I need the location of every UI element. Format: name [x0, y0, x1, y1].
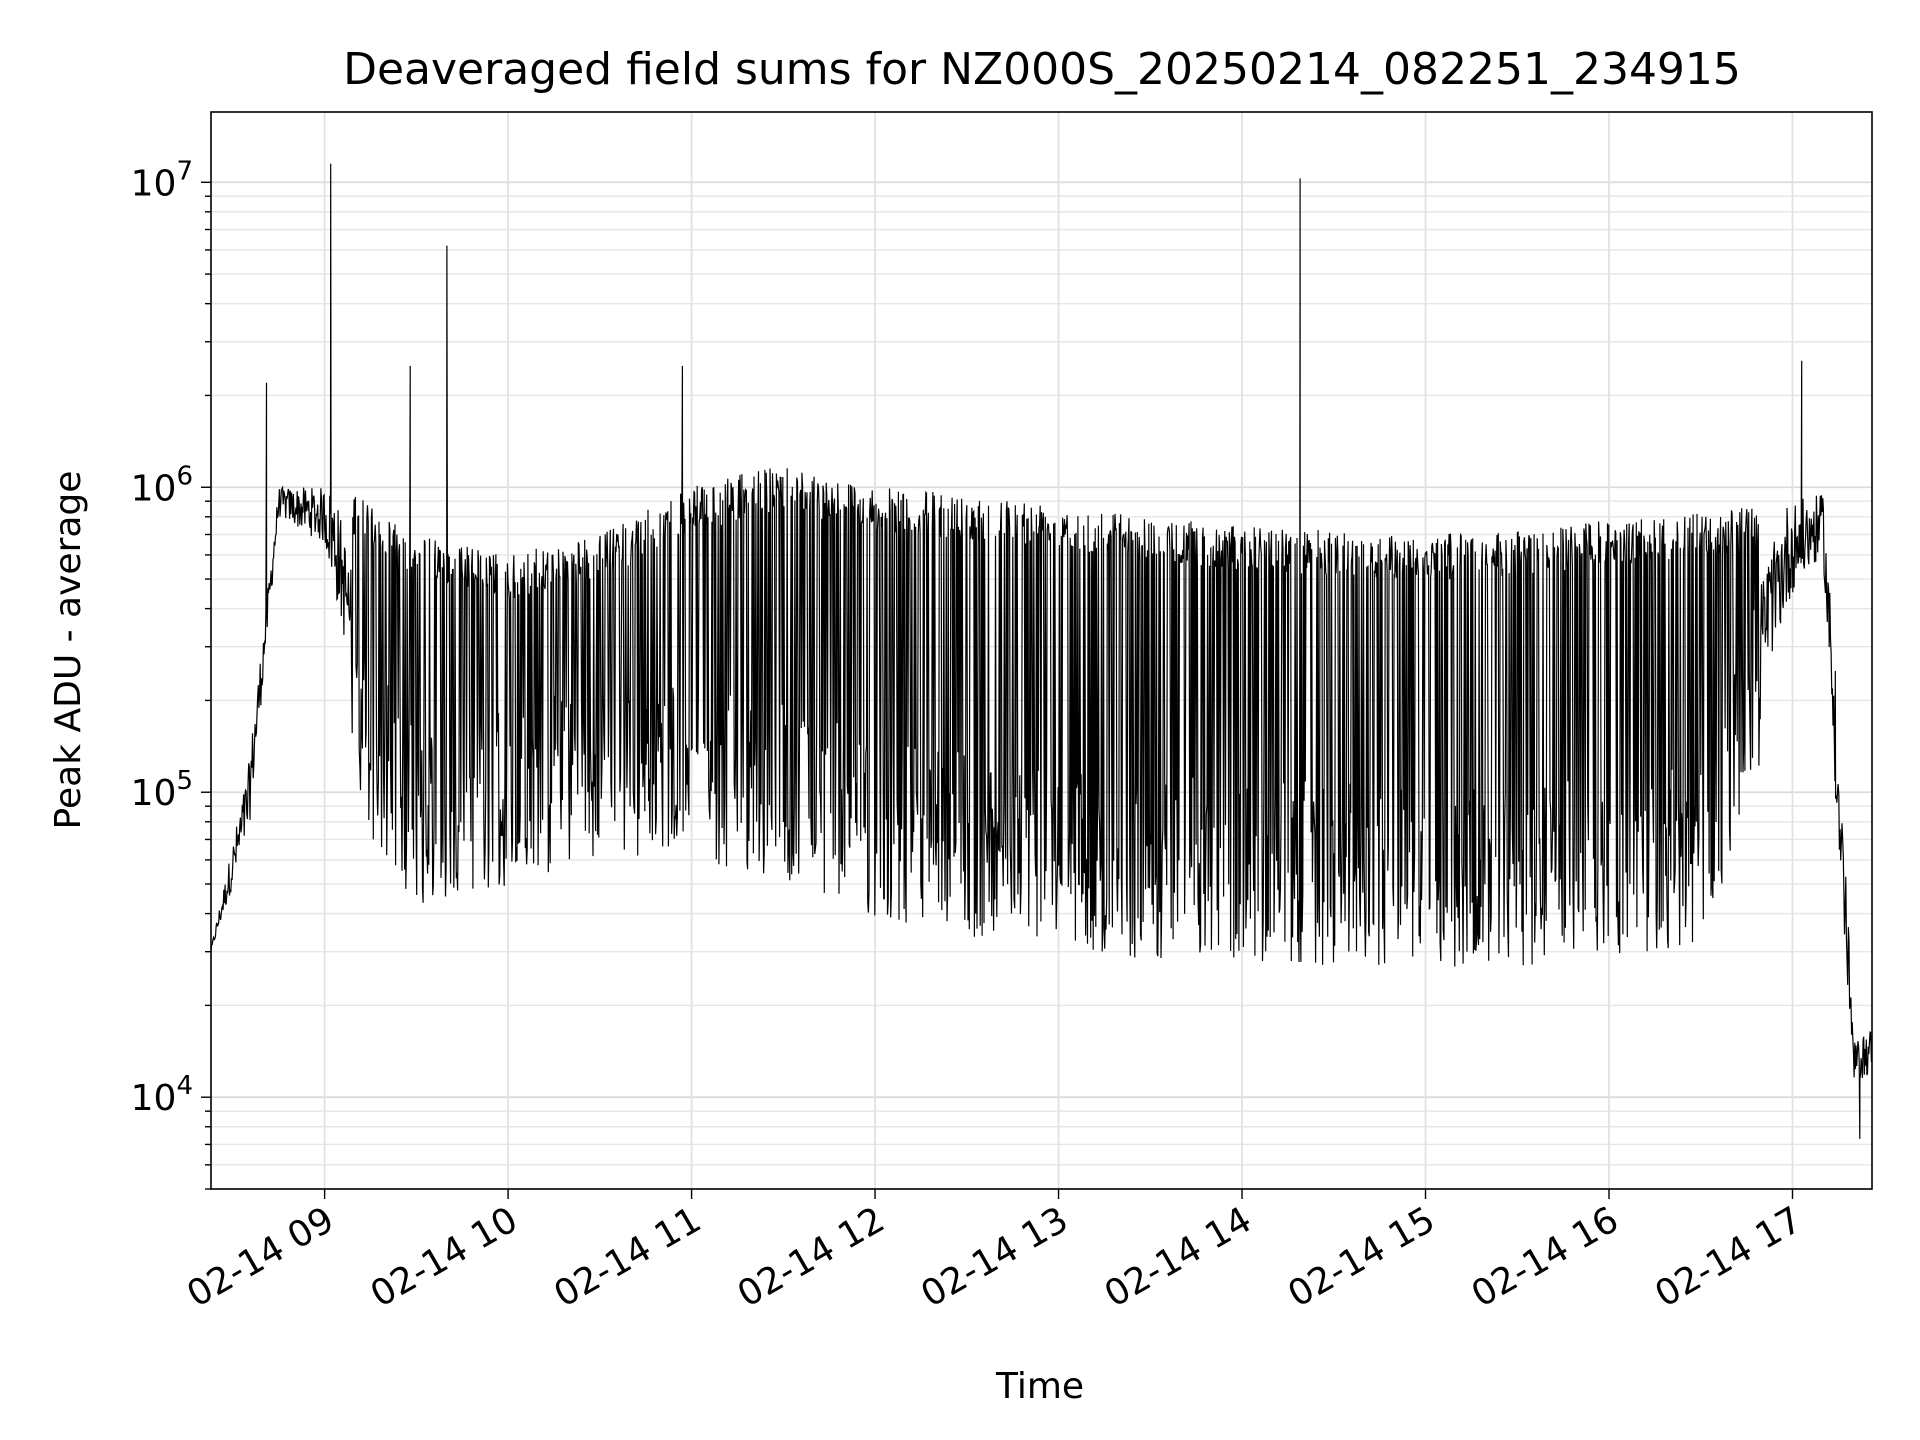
y-tick-label: 106	[131, 461, 193, 509]
y-tick-label: 105	[131, 766, 193, 814]
x-axis-label: Time	[995, 1366, 1084, 1407]
y-tick-label: 104	[131, 1071, 193, 1119]
series-line	[211, 163, 1872, 1139]
y-axis: 104 105 106 107	[131, 156, 211, 1190]
y-tick-label: 107	[131, 156, 193, 204]
chart-title: Deaveraged field sums for NZ000S_2025021…	[343, 44, 1741, 95]
series	[211, 163, 1872, 1139]
plot-frame	[210, 111, 1873, 1190]
y-axis-label: Peak ADU - average	[48, 471, 89, 830]
